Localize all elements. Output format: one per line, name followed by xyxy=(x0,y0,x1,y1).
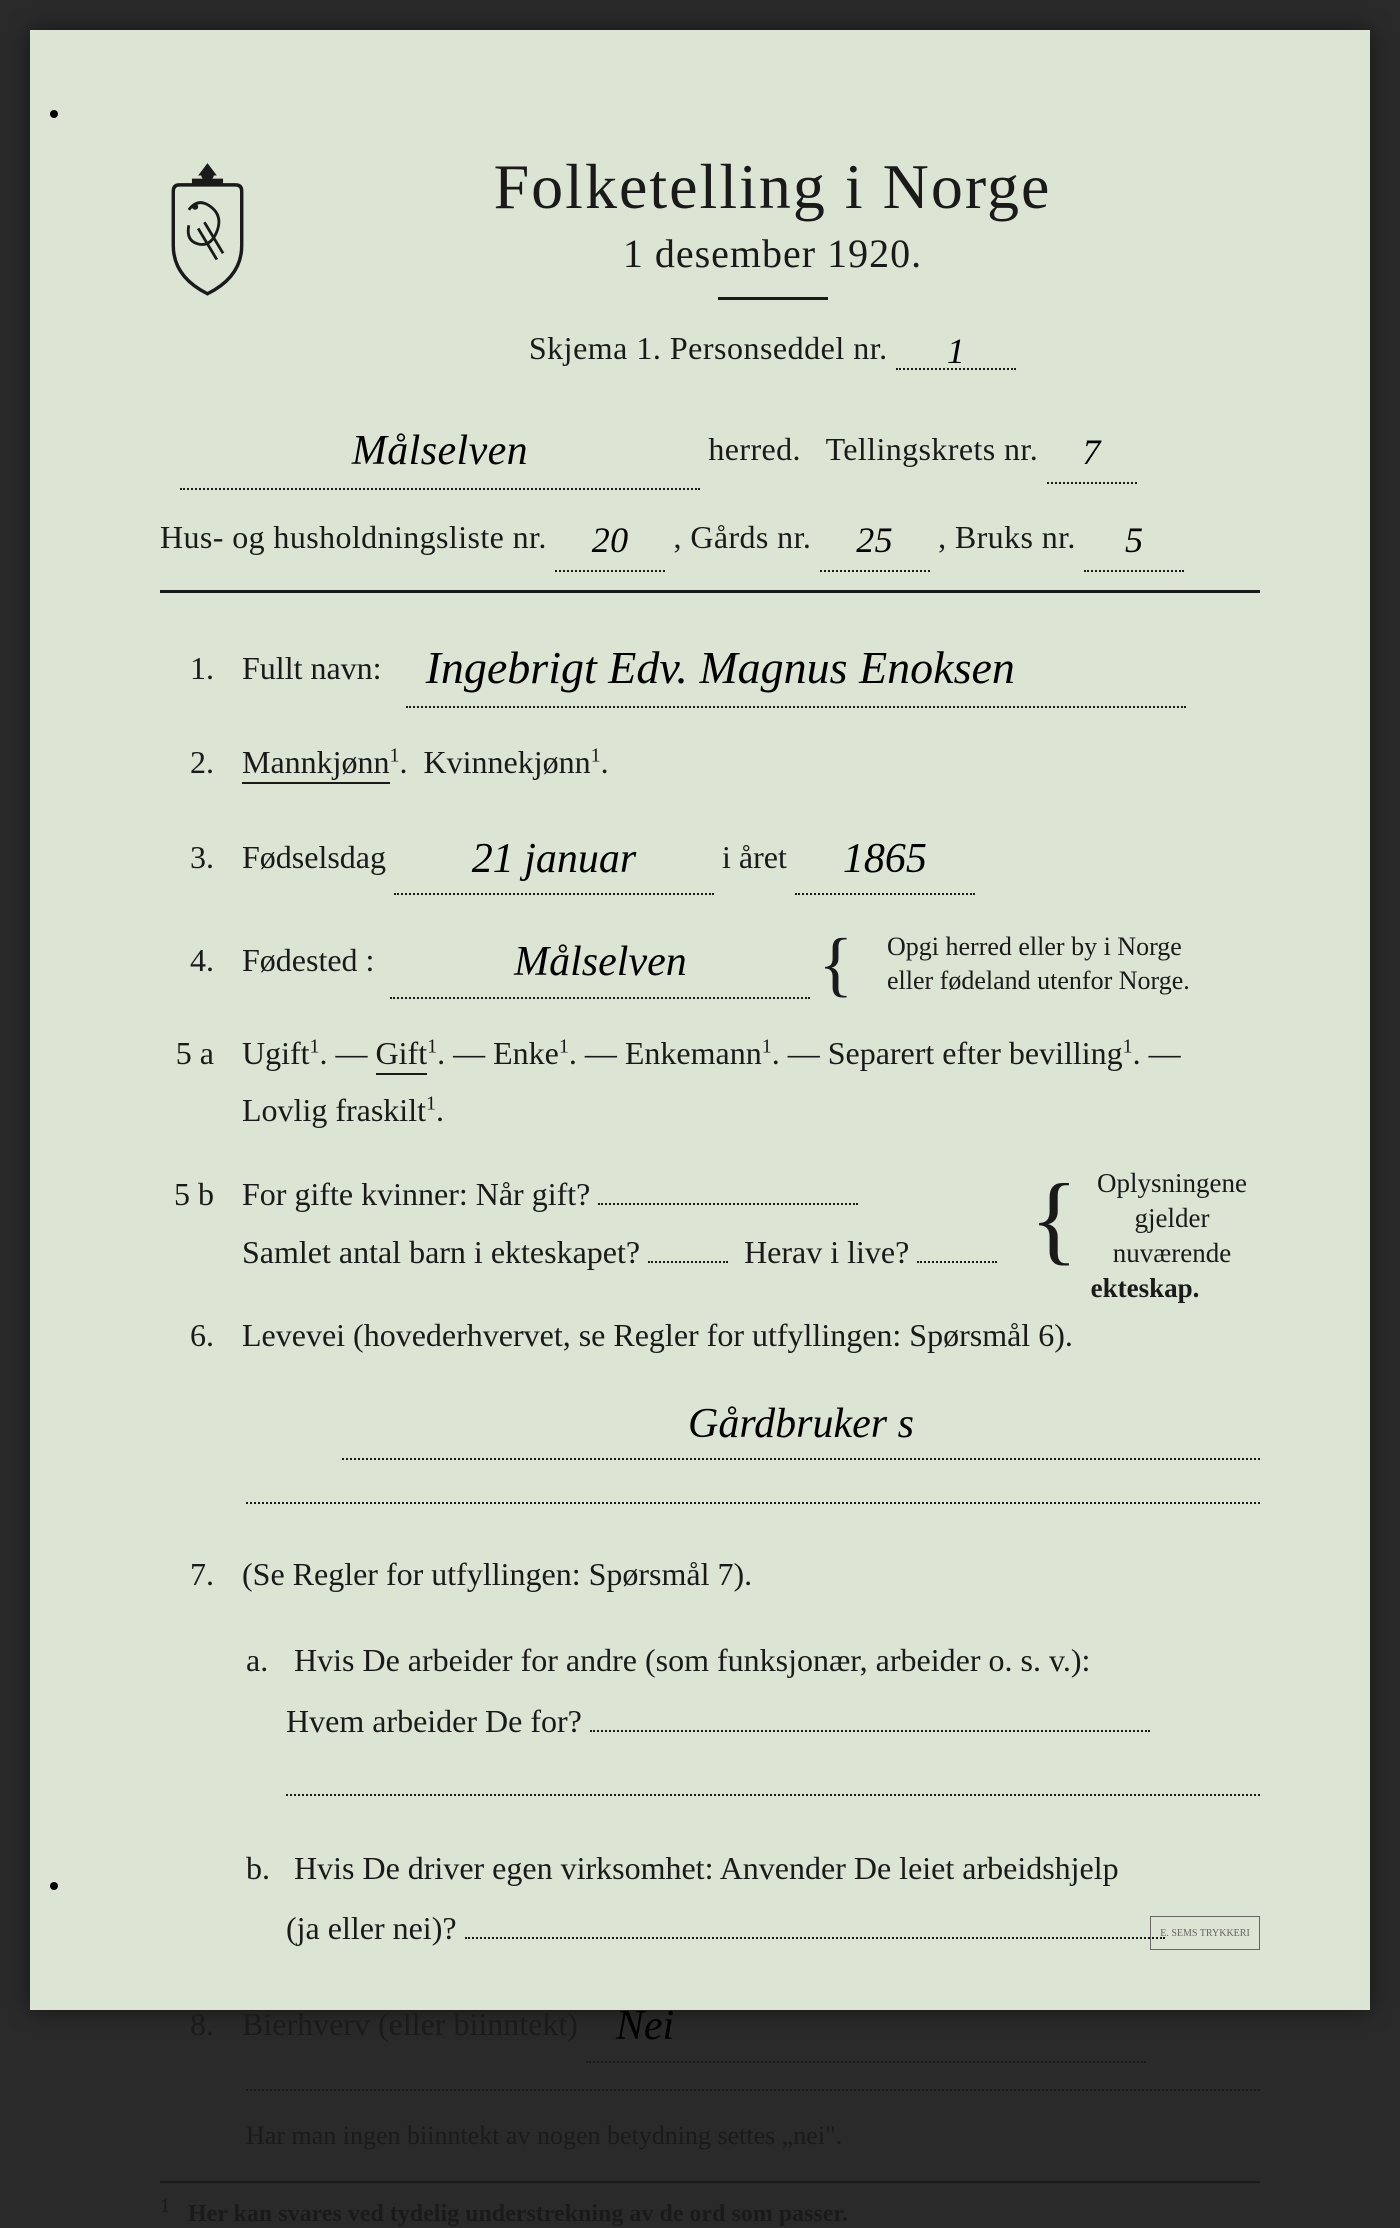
footnote: 1 Her kan svares ved tydelig understrekn… xyxy=(160,2195,1260,2228)
q3: 3. Fødselsdag 21 januar i året 1865 xyxy=(160,818,1260,896)
q4: 4. Fødested : Målselven { Opgi herred el… xyxy=(160,921,1260,999)
q4-num: 4. xyxy=(160,932,214,990)
q5b-note: { Oplysningene gjelder nuværende ekteska… xyxy=(1030,1166,1260,1306)
q3-label: Fødselsdag xyxy=(242,839,386,875)
binding-marks xyxy=(50,30,70,2010)
q7b: b. Hvis De driver egen virksomhet: Anven… xyxy=(160,1838,1260,1960)
herred-value: Målselven xyxy=(352,428,528,474)
q7a-letter: a. xyxy=(246,1630,286,1691)
footnote-text: Her kan svares ved tydelig understreknin… xyxy=(188,2201,848,2227)
q5b-label3: Herav i live? xyxy=(744,1234,909,1270)
q2-num: 2. xyxy=(160,734,214,792)
q7b-text2: (ja eller nei)? xyxy=(246,1910,457,1946)
coat-of-arms-icon xyxy=(160,160,255,300)
q1-label: Fullt navn: xyxy=(242,650,382,686)
title-divider xyxy=(718,297,828,300)
q5a-gift: Gift xyxy=(376,1035,428,1075)
census-form-page: Folketelling i Norge 1 desember 1920. Sk… xyxy=(30,30,1370,2010)
q3-num: 3. xyxy=(160,829,214,887)
q4-value: Målselven xyxy=(514,939,687,985)
skjema-line: Skjema 1. Personseddel nr. 1 xyxy=(285,326,1260,370)
hus-line: Hus- og husholdningsliste nr. 20 , Gårds… xyxy=(160,502,1260,572)
q7a: a. Hvis De arbeider for andre (som funks… xyxy=(160,1630,1260,1752)
q5a-lovlig: Lovlig fraskilt xyxy=(242,1092,426,1128)
printer-stamp: E. SEMS TRYKKERI xyxy=(1150,1916,1260,1950)
dotted-line xyxy=(286,1794,1260,1796)
q6: 6. Levevei (hovederhvervet, se Regler fo… xyxy=(160,1307,1260,1460)
footnote-rule xyxy=(160,2181,1260,2183)
dotted-line xyxy=(246,2089,1260,2091)
personseddel-nr: 1 xyxy=(947,331,966,371)
q6-value: Gårdbruker s xyxy=(688,1401,914,1447)
q7b-text1: Hvis De driver egen virksomhet: Anvender… xyxy=(294,1850,1119,1886)
herred-label: herred. xyxy=(708,431,801,467)
q3-day: 21 januar xyxy=(472,836,637,882)
q8-label: Bierhverv (eller biinntekt) xyxy=(242,2006,578,2042)
q4-label: Fødested : xyxy=(242,942,374,978)
open-brace-icon: { xyxy=(818,946,853,982)
q7a-text1: Hvis De arbeider for andre (som funksjon… xyxy=(294,1642,1090,1678)
dotted-line xyxy=(246,1502,1260,1504)
q1: 1. Fullt navn: Ingebrigt Edv. Magnus Eno… xyxy=(160,623,1260,708)
q8-value: Nei xyxy=(616,2003,674,2049)
q7-label: (Se Regler for utfyllingen: Spørsmål 7). xyxy=(242,1556,752,1592)
open-brace-icon: { xyxy=(1030,1194,1078,1244)
q7b-letter: b. xyxy=(246,1838,286,1899)
q2-mann: Mannkjønn xyxy=(242,744,390,784)
section-divider xyxy=(160,590,1260,593)
q8: 8. Bierhverv (eller biinntekt) Nei xyxy=(160,1985,1260,2063)
q6-label: Levevei (hovederhvervet, se Regler for u… xyxy=(242,1317,1073,1353)
q3-year: 1865 xyxy=(843,836,927,882)
gards-label: , Gårds nr. xyxy=(674,519,812,555)
q2-kvinne: Kvinnekjønn xyxy=(424,744,591,780)
bruks-nr: 5 xyxy=(1125,520,1143,560)
q5a-num: 5 a xyxy=(160,1025,214,1083)
herred-line: Målselven herred. Tellingskrets nr. 7 xyxy=(160,408,1260,490)
hus-label: Hus- og husholdningsliste nr. xyxy=(160,519,547,555)
q5b: 5 b For gifte kvinner: Når gift? Samlet … xyxy=(160,1166,1260,1281)
main-title: Folketelling i Norge xyxy=(285,150,1260,224)
q5b-label2: Samlet antal barn i ekteskapet? xyxy=(242,1234,640,1270)
q6-num: 6. xyxy=(160,1307,214,1365)
q5a: 5 a Ugift1. — Gift1. — Enke1. — Enkemann… xyxy=(160,1025,1260,1140)
bruks-label: , Bruks nr. xyxy=(938,519,1076,555)
q3-mid: i året xyxy=(722,839,787,875)
q4-note: Opgi herred eller by i Norge eller fødel… xyxy=(887,930,1190,998)
q7-num: 7. xyxy=(160,1546,214,1604)
q5a-enkemann: Enkemann xyxy=(625,1035,762,1071)
q7: 7. (Se Regler for utfyllingen: Spørsmål … xyxy=(160,1546,1260,1604)
q5b-label1: For gifte kvinner: Når gift? xyxy=(242,1176,590,1212)
q5a-enke: Enke xyxy=(493,1035,559,1071)
title-block: Folketelling i Norge 1 desember 1920. Sk… xyxy=(285,150,1260,388)
hus-nr: 20 xyxy=(592,520,629,560)
q5b-num: 5 b xyxy=(160,1166,214,1224)
tellingskrets-label: Tellingskrets nr. xyxy=(826,431,1039,467)
subtitle: 1 desember 1920. xyxy=(285,230,1260,277)
q5a-ugift: Ugift xyxy=(242,1035,310,1071)
q1-num: 1. xyxy=(160,640,214,698)
gards-nr: 25 xyxy=(856,520,893,560)
q1-value: Ingebrigt Edv. Magnus Enoksen xyxy=(426,642,1015,693)
q5a-separert: Separert efter bevilling xyxy=(828,1035,1123,1071)
header: Folketelling i Norge 1 desember 1920. Sk… xyxy=(160,150,1260,388)
q7a-text2: Hvem arbeider De for? xyxy=(246,1703,582,1739)
skjema-label: Skjema 1. Personseddel nr. xyxy=(529,330,888,366)
q8-num: 8. xyxy=(160,1996,214,2054)
tellingskrets-nr: 7 xyxy=(1082,432,1100,472)
footer-note: Har man ingen biinntekt av nogen betydni… xyxy=(160,2121,1260,2151)
q2: 2. Mannkjønn1. Kvinnekjønn1. xyxy=(160,734,1260,792)
